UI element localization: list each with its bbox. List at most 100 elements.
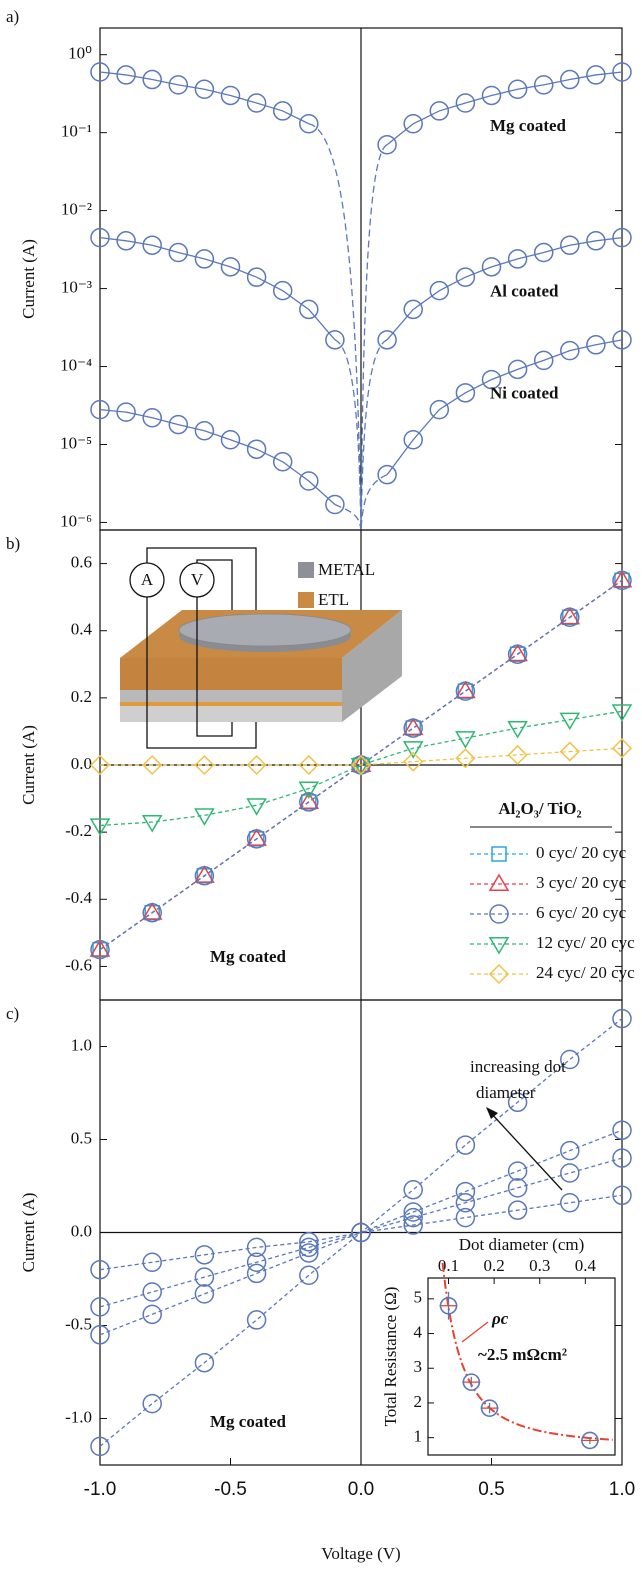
device-schematic xyxy=(120,547,402,749)
marker xyxy=(559,606,581,625)
marker xyxy=(246,267,267,287)
y-tick-label: 10⁻⁴ xyxy=(60,355,92,374)
series-line xyxy=(99,1129,623,1336)
y-tick-label: 0.5 xyxy=(71,1128,92,1147)
legend-label: 0 cyc/ 20 cyc xyxy=(536,843,627,862)
marker xyxy=(90,1436,110,1457)
arrow-head xyxy=(486,1107,498,1119)
marker xyxy=(403,1202,423,1222)
marker xyxy=(559,741,580,762)
marker xyxy=(141,902,163,920)
marker xyxy=(194,1352,215,1373)
marker xyxy=(612,1008,632,1029)
marker xyxy=(439,1296,458,1315)
y-axis-title: Current (A) xyxy=(19,239,38,319)
annotation-arrow xyxy=(461,1321,489,1343)
marker xyxy=(611,738,633,759)
marker xyxy=(507,1200,528,1220)
series-line xyxy=(386,237,623,341)
x-tick-label: -0.5 xyxy=(214,1479,247,1500)
marker xyxy=(194,1284,215,1304)
marker xyxy=(429,399,450,420)
marker xyxy=(403,1179,423,1200)
marker xyxy=(116,65,136,85)
marker xyxy=(299,1237,319,1258)
etl-label: ETL xyxy=(318,590,349,609)
marker xyxy=(299,792,319,812)
inset-y-tick-label: 3 xyxy=(414,1357,423,1376)
marker xyxy=(612,1185,632,1206)
fit-extrapolation xyxy=(360,144,388,531)
marker xyxy=(507,744,528,765)
marker xyxy=(142,902,162,923)
marker xyxy=(455,1181,476,1202)
y-tick-label: 10⁻¹ xyxy=(61,122,92,141)
marker xyxy=(142,1393,162,1414)
series-label: Ni coated xyxy=(490,384,559,403)
marker xyxy=(90,1297,110,1317)
marker xyxy=(402,741,424,759)
marker xyxy=(246,828,267,846)
marker xyxy=(488,936,510,955)
series-label: Al coated xyxy=(490,282,559,301)
marker xyxy=(89,754,111,776)
marker xyxy=(194,79,215,100)
marker xyxy=(246,829,267,849)
y-tick-label: 10⁻² xyxy=(61,200,92,219)
marker xyxy=(194,421,215,441)
marker xyxy=(586,65,606,85)
y-tick-label: -0.2 xyxy=(65,821,92,840)
inset-y-tick-label: 2 xyxy=(414,1392,423,1411)
marker xyxy=(142,408,162,428)
inset-x-tick-label: 0.2 xyxy=(484,1256,505,1275)
marker xyxy=(246,1237,267,1258)
marker xyxy=(351,1222,371,1243)
marker xyxy=(246,798,267,816)
arrow-text: increasing dot xyxy=(470,1057,566,1076)
fit-extrapolation xyxy=(334,339,362,531)
marker xyxy=(220,85,241,106)
marker xyxy=(507,249,528,269)
marker xyxy=(299,471,319,491)
marker xyxy=(194,1245,215,1265)
marker xyxy=(480,1399,499,1417)
marker xyxy=(611,569,633,588)
y-tick-label: 0.4 xyxy=(71,620,93,639)
metal-label: METAL xyxy=(318,560,375,579)
marker xyxy=(455,93,476,113)
marker xyxy=(455,748,476,769)
y-tick-label: 1.0 xyxy=(71,1035,92,1054)
legend-label: 3 cyc/ 20 cyc xyxy=(536,873,627,892)
marker xyxy=(298,781,320,799)
x-tick-label: 1.0 xyxy=(609,1479,635,1500)
marker xyxy=(168,75,189,95)
series-line xyxy=(99,710,623,827)
marker xyxy=(611,704,633,722)
x-tick-label: -1.0 xyxy=(84,1479,117,1500)
marker xyxy=(560,1163,580,1183)
voltmeter-label: V xyxy=(191,570,204,589)
y-tick-label: -1.0 xyxy=(65,1407,92,1426)
marker xyxy=(377,464,397,485)
marker xyxy=(560,235,580,255)
marker xyxy=(581,1431,599,1450)
marker xyxy=(403,430,423,450)
marker xyxy=(325,494,345,515)
fit-extrapolation xyxy=(360,339,388,531)
marker xyxy=(299,1232,319,1252)
marker xyxy=(194,808,215,826)
marker xyxy=(481,369,502,390)
marker xyxy=(455,1192,476,1213)
marker xyxy=(220,430,241,450)
marker xyxy=(507,359,528,380)
marker xyxy=(299,114,319,134)
series-line xyxy=(386,339,623,476)
ammeter-label: A xyxy=(141,570,154,589)
marker xyxy=(142,69,162,90)
marker xyxy=(560,340,580,361)
panel-label: b) xyxy=(6,534,20,553)
marker xyxy=(488,963,510,985)
inset-y-tick-label: 4 xyxy=(414,1322,423,1341)
fit-extrapolation xyxy=(360,474,388,531)
